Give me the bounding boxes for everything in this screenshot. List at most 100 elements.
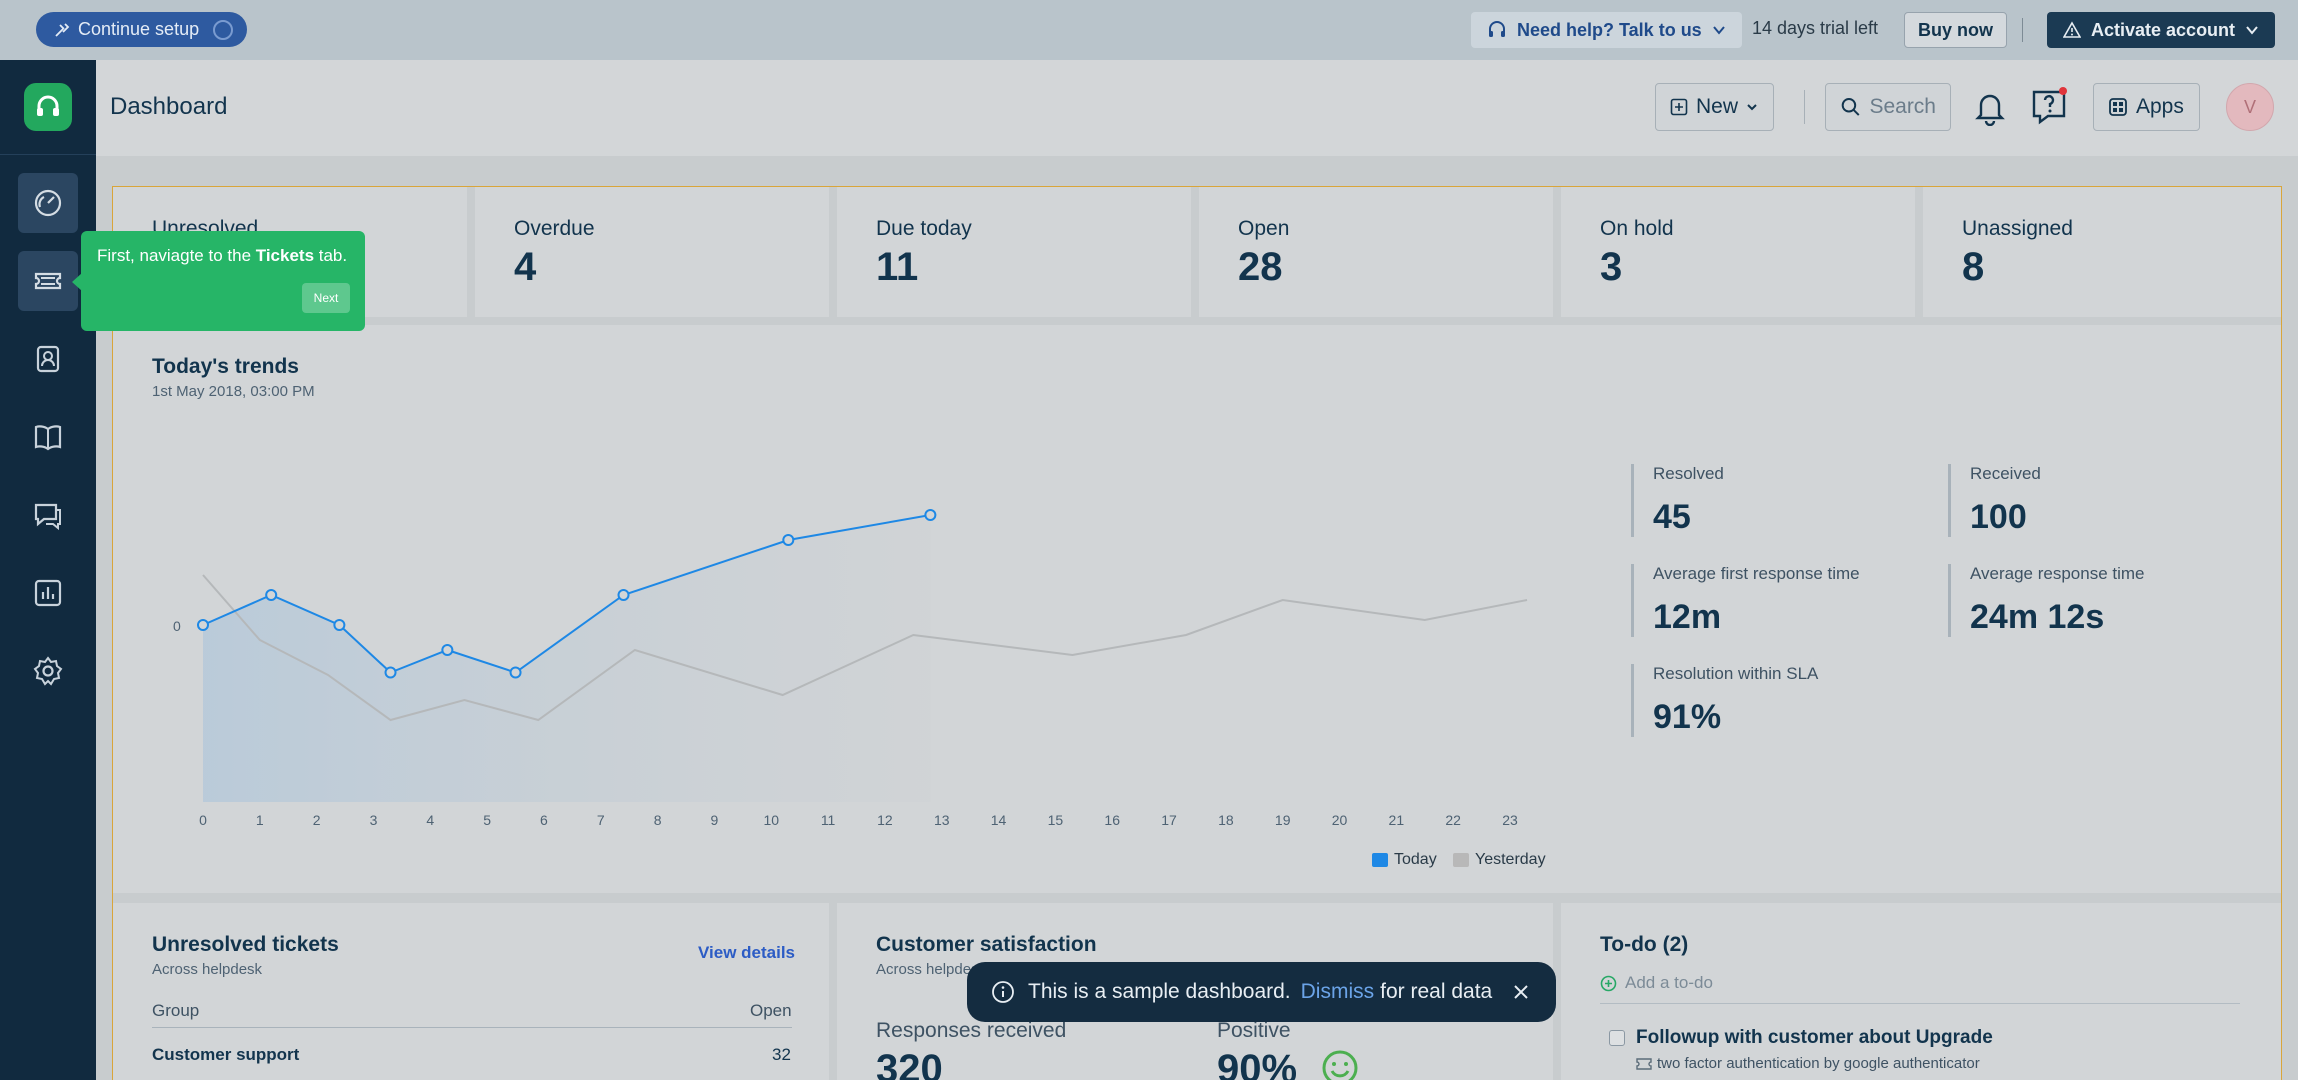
- avatar[interactable]: V: [2226, 83, 2274, 131]
- x-tick-label: 2: [313, 812, 321, 828]
- x-tick-label: 5: [483, 812, 491, 828]
- stat-card-open[interactable]: Open 28: [1199, 187, 1553, 317]
- data-point-today: [265, 589, 278, 601]
- sidebar-item-dashboard[interactable]: [18, 173, 78, 233]
- x-tick-label: 20: [1332, 812, 1348, 828]
- todo-panel: To-do (2) Add a to-do Followup with cust…: [1561, 903, 2281, 1080]
- dashboard-icon: [34, 189, 62, 217]
- freshdesk-logo[interactable]: [24, 83, 72, 131]
- tour-text: First, naviagte to the Tickets tab.: [97, 246, 347, 266]
- toast-text-after: for real data: [1380, 980, 1493, 1003]
- data-point-today: [924, 509, 937, 521]
- legend-swatch-today: [1372, 853, 1388, 867]
- metric-received: Received 100: [1948, 464, 2041, 537]
- todo-checkbox[interactable]: [1609, 1030, 1625, 1046]
- sidebar-item-discussions[interactable]: [18, 485, 78, 545]
- x-tick-label: 13: [934, 812, 950, 828]
- sidebar-divider: [0, 154, 96, 155]
- stat-card-overdue[interactable]: Overdue 4: [475, 187, 829, 317]
- add-todo-input[interactable]: Add a to-do: [1600, 973, 1713, 993]
- x-tick-label: 15: [1048, 812, 1064, 828]
- x-tick-label: 12: [877, 812, 893, 828]
- row-open-count: 32: [772, 1045, 791, 1064]
- sidebar-item-reports[interactable]: [18, 563, 78, 623]
- metric-value: 91%: [1653, 698, 1722, 736]
- stat-card-on-hold[interactable]: On hold 3: [1561, 187, 1915, 317]
- x-tick-label: 22: [1445, 812, 1461, 828]
- chevron-down-icon: [1712, 26, 1725, 35]
- positive-label: Positive: [1217, 1019, 1291, 1042]
- header-divider: [1804, 90, 1805, 124]
- toast-text: This is a sample dashboard.: [1028, 980, 1291, 1003]
- x-tick-label: 17: [1161, 812, 1177, 828]
- stat-label: Open: [1238, 217, 1290, 240]
- stat-value: 8: [1962, 245, 1985, 289]
- tour-text-end: tab.: [314, 246, 348, 265]
- tour-text-start: First, naviagte to the: [97, 246, 256, 265]
- x-tick-label: 18: [1218, 812, 1234, 828]
- responses-received-label: Responses received: [876, 1019, 1067, 1042]
- help-button[interactable]: [2030, 86, 2070, 126]
- need-help-button[interactable]: Need help? Talk to us: [1471, 12, 1742, 48]
- legend-yesterday[interactable]: Yesterday: [1453, 851, 1546, 869]
- view-details-link[interactable]: View details: [698, 943, 796, 962]
- dismiss-link[interactable]: Dismiss: [1300, 980, 1375, 1003]
- data-point-today: [384, 666, 397, 679]
- sidebar-item-contacts[interactable]: [18, 329, 78, 389]
- tour-tooltip-arrow: [72, 273, 82, 291]
- ticket-small-icon: [1636, 1058, 1652, 1070]
- page-header: Dashboard New Search Apps V: [96, 60, 2298, 156]
- today-area: [203, 515, 931, 802]
- todo-item-ticket: two factor authentication by google auth…: [1657, 1055, 1980, 1072]
- metric-label: Resolution within SLA: [1653, 664, 1819, 683]
- x-tick-label: 10: [763, 812, 779, 828]
- trial-banner: Continue setup Need help? Talk to us 14 …: [0, 0, 2298, 60]
- trends-title: Today's trends: [152, 355, 299, 378]
- notifications-button[interactable]: [1972, 88, 2008, 127]
- sidebar-item-admin[interactable]: [18, 641, 78, 701]
- data-point-today: [441, 644, 454, 656]
- data-point-today: [782, 534, 795, 546]
- trends-subtitle: 1st May 2018, 03:00 PM: [152, 383, 315, 400]
- close-icon[interactable]: [1512, 983, 1530, 1001]
- continue-setup-label: Continue setup: [78, 19, 200, 39]
- stat-card-due-today[interactable]: Due today 11: [837, 187, 1191, 317]
- info-icon: [992, 981, 1014, 1003]
- warning-icon: [2063, 21, 2081, 38]
- stat-value: 4: [514, 245, 537, 289]
- guided-tour-tooltip: First, naviagte to the Tickets tab. Next: [81, 231, 365, 331]
- sidebar-item-solutions[interactable]: [18, 407, 78, 467]
- x-tick-label: 9: [711, 812, 719, 828]
- need-help-label: Need help? Talk to us: [1517, 19, 1702, 40]
- todo-item-title: Followup with customer about Upgrade: [1636, 1027, 1993, 1048]
- data-point-today: [509, 666, 522, 679]
- x-tick-label: 16: [1104, 812, 1120, 828]
- buy-now-button[interactable]: Buy now: [1904, 12, 2007, 48]
- headset-icon: [1489, 21, 1505, 37]
- apps-button[interactable]: Apps: [2093, 83, 2200, 131]
- x-tick-label: 19: [1275, 812, 1291, 828]
- trends-line-chart: 001234567891011121314151617181920212223H…: [173, 509, 1528, 828]
- tour-next-button[interactable]: Next: [302, 283, 350, 313]
- metric-label: Average response time: [1970, 564, 2145, 583]
- x-tick-label: 3: [370, 812, 378, 828]
- add-todo-placeholder: Add a to-do: [1625, 973, 1713, 992]
- stat-card-unassigned[interactable]: Unassigned 8: [1923, 187, 2281, 317]
- metric-label: Received: [1970, 464, 2041, 483]
- search-input[interactable]: Search: [1825, 83, 1951, 131]
- continue-setup-button[interactable]: Continue setup: [36, 12, 248, 47]
- x-tick-label: 0: [199, 812, 207, 828]
- new-button[interactable]: New: [1655, 83, 1774, 131]
- x-tick-label: 8: [654, 812, 662, 828]
- metric-value: 100: [1970, 498, 2027, 536]
- x-tick-label: 14: [991, 812, 1007, 828]
- bell-icon: [1975, 94, 2005, 127]
- sample-dashboard-toast: This is a sample dashboard. Dismiss for …: [967, 962, 1556, 1022]
- x-tick-label: 21: [1389, 812, 1405, 828]
- sidebar-item-tickets[interactable]: [18, 251, 78, 311]
- activate-account-button[interactable]: Activate account: [2047, 12, 2276, 48]
- column-header-open: Open: [750, 1001, 792, 1020]
- legend-today[interactable]: Today: [1372, 851, 1437, 869]
- y-tick-label: 0: [173, 618, 181, 634]
- progress-ring-icon: [213, 19, 234, 40]
